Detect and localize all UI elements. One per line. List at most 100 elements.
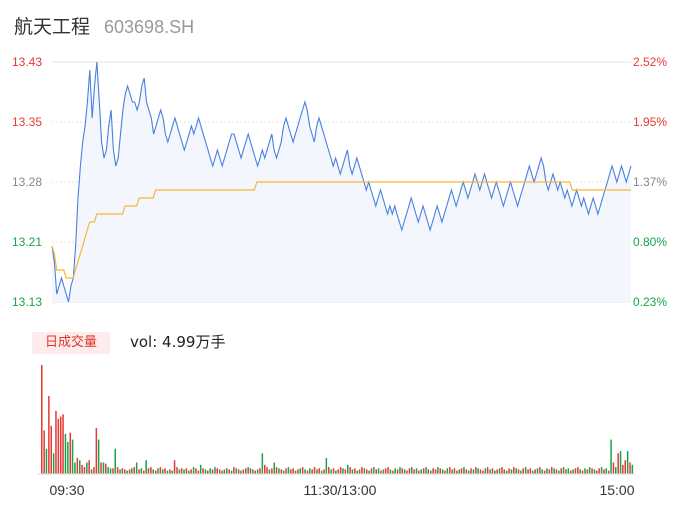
volume-bar bbox=[366, 469, 368, 474]
volume-bar bbox=[411, 467, 413, 474]
volume-bar bbox=[548, 469, 551, 474]
volume-bar bbox=[273, 462, 276, 474]
y-left-tick-label: 13.43 bbox=[12, 55, 42, 69]
volume-bar bbox=[572, 469, 574, 474]
volume-bar bbox=[188, 470, 190, 474]
volume-bar bbox=[584, 468, 586, 474]
volume-bar bbox=[190, 469, 192, 474]
volume-bar bbox=[233, 467, 235, 474]
volume-label: vol: 4.99万手 bbox=[130, 333, 226, 351]
volume-bar bbox=[128, 469, 131, 474]
volume-bar bbox=[55, 410, 57, 474]
volume-bar bbox=[363, 468, 366, 474]
volume-bar bbox=[116, 467, 119, 474]
volume-bar bbox=[304, 469, 306, 474]
volume-bar bbox=[221, 470, 223, 474]
volume-bar bbox=[439, 468, 442, 474]
y-right-tick-label: 2.52% bbox=[633, 55, 667, 69]
volume-bar bbox=[121, 468, 124, 474]
volume-bar bbox=[615, 467, 617, 474]
volume-bar bbox=[69, 432, 72, 474]
volume-bar bbox=[629, 462, 631, 474]
x-tick-label: 09:30 bbox=[49, 482, 84, 498]
volume-bar bbox=[325, 457, 328, 474]
volume-bar bbox=[522, 468, 525, 474]
average-line bbox=[51, 181, 631, 279]
volume-bar bbox=[406, 470, 408, 474]
volume-bar bbox=[126, 470, 128, 474]
volume-bar bbox=[245, 468, 247, 474]
volume-bar bbox=[306, 470, 309, 474]
volume-bar bbox=[313, 467, 316, 474]
volume-bar bbox=[489, 469, 491, 474]
volume-bar bbox=[475, 467, 477, 474]
volume-bar bbox=[264, 464, 266, 474]
volume-bar bbox=[157, 468, 159, 474]
volume-badge[interactable]: 日成交量 bbox=[32, 332, 110, 354]
volume-bar bbox=[57, 418, 60, 474]
y-right-tick-label: 1.95% bbox=[633, 115, 667, 129]
volume-bar bbox=[529, 468, 532, 474]
volume-bar bbox=[259, 468, 261, 474]
volume-bar bbox=[162, 469, 164, 474]
volume-bar bbox=[154, 470, 157, 474]
volume-bar bbox=[216, 468, 219, 474]
volume-bar bbox=[432, 468, 434, 474]
volume-bar bbox=[195, 468, 197, 474]
volume-bar bbox=[368, 470, 370, 474]
volume-bar bbox=[491, 468, 494, 474]
volume-bar bbox=[337, 469, 340, 474]
volume-bar bbox=[503, 469, 506, 474]
volume-bar bbox=[294, 470, 297, 474]
volume-bar bbox=[626, 451, 629, 474]
volume-bar bbox=[354, 468, 356, 474]
volume-bar bbox=[328, 467, 330, 474]
volume-bar bbox=[138, 469, 140, 474]
volume-bar bbox=[150, 467, 152, 474]
volume-bar bbox=[551, 467, 553, 474]
volume-bar bbox=[280, 469, 283, 474]
volume-bar bbox=[534, 469, 536, 474]
volume-bar bbox=[347, 464, 349, 474]
volume-bar bbox=[541, 469, 544, 474]
volume-bar bbox=[494, 470, 496, 474]
volume-bar bbox=[107, 467, 109, 474]
volume-bar bbox=[323, 469, 325, 474]
volume-bar bbox=[380, 470, 382, 474]
volume-bar bbox=[579, 469, 581, 474]
volume-bar bbox=[574, 468, 577, 474]
volume-bar bbox=[624, 460, 627, 474]
volume-bar bbox=[93, 467, 95, 474]
volume-bar bbox=[62, 414, 64, 474]
volume-bar bbox=[261, 453, 264, 474]
x-tick-label: 11:30/13:00 bbox=[304, 482, 377, 498]
volume-bar bbox=[479, 469, 482, 474]
volume-bar bbox=[581, 470, 584, 474]
volume-bar bbox=[301, 467, 304, 474]
volume-bar bbox=[79, 460, 81, 474]
volume-bar bbox=[143, 470, 145, 474]
volume-bar bbox=[71, 439, 74, 474]
volume-bar bbox=[375, 469, 378, 474]
volume-bar bbox=[425, 467, 427, 474]
volume-bar bbox=[105, 463, 107, 474]
volume-bar bbox=[316, 469, 318, 474]
volume-bar bbox=[458, 469, 461, 474]
volume-bar bbox=[226, 468, 228, 474]
volume-bar bbox=[278, 468, 280, 474]
volume-bar bbox=[527, 469, 529, 474]
volume-bar bbox=[266, 467, 268, 474]
volume-bar bbox=[361, 467, 363, 474]
volume-bar bbox=[297, 469, 299, 474]
volume-bar bbox=[249, 468, 252, 474]
volume-bar bbox=[88, 460, 90, 474]
volume-bar bbox=[501, 467, 503, 474]
volume-bar bbox=[135, 462, 138, 474]
volume-bar bbox=[95, 428, 98, 474]
volume-bar bbox=[171, 470, 174, 474]
volume-bar bbox=[441, 469, 444, 474]
volume-bar bbox=[60, 416, 62, 474]
volume-bar bbox=[356, 470, 359, 474]
volume-bar bbox=[64, 433, 67, 474]
volume-bar bbox=[392, 470, 394, 474]
